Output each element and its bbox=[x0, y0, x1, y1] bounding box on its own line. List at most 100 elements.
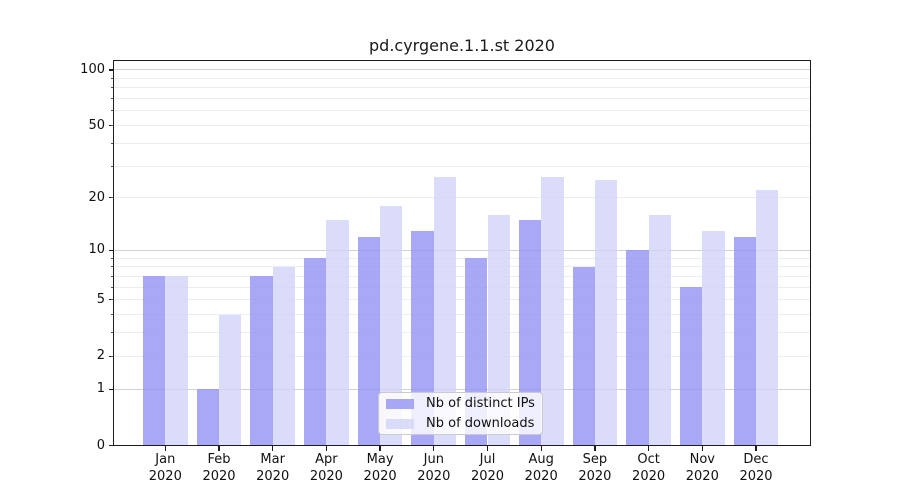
bar-distinct-ips-aug bbox=[518, 219, 542, 446]
bar-downloads-oct bbox=[648, 214, 671, 446]
legend-swatch-downloads bbox=[386, 418, 414, 429]
xtick-aug bbox=[540, 446, 542, 451]
xtick-label-mar: Mar 2020 bbox=[245, 452, 301, 485]
bar-distinct-ips-sep bbox=[572, 266, 595, 446]
xtick-label-jul: Jul 2020 bbox=[460, 452, 516, 485]
ytick-label-2: 2 bbox=[96, 348, 105, 364]
gridline-minor-3 bbox=[114, 332, 810, 334]
bar-distinct-ips-mar bbox=[250, 276, 273, 446]
ytick-10 bbox=[108, 249, 114, 252]
gridline-minor-20 bbox=[114, 197, 810, 199]
xtick-label-apr: Apr 2020 bbox=[298, 452, 354, 485]
bar-distinct-ips-jun bbox=[411, 230, 434, 446]
xtick-label-year-dec: 2020 bbox=[739, 468, 773, 484]
legend-item-distinct-ips: Nb of distinct IPs bbox=[386, 394, 542, 414]
ytick-minor-40 bbox=[110, 142, 114, 144]
xtick-jun bbox=[433, 446, 435, 451]
bar-distinct-ips-apr bbox=[304, 258, 327, 446]
gridline-minor-40 bbox=[114, 142, 810, 144]
xtick-label-year-sep: 2020 bbox=[578, 468, 612, 484]
gridline-minor-50 bbox=[114, 125, 810, 127]
bar-downloads-dec bbox=[756, 190, 779, 446]
xtick-label-sep: Sep 2020 bbox=[567, 452, 623, 485]
gridline-minor-90 bbox=[114, 77, 810, 79]
xtick-jan bbox=[164, 446, 166, 451]
legend-label-distinct-ips: Nb of distinct IPs bbox=[426, 396, 535, 411]
bar-downloads-jan bbox=[165, 276, 188, 446]
bar-downloads-aug bbox=[541, 177, 564, 446]
xtick-label-year-feb: 2020 bbox=[202, 468, 236, 484]
xtick-sep bbox=[594, 446, 596, 451]
gridline-minor-4 bbox=[114, 314, 810, 316]
xtick-mar bbox=[272, 446, 274, 451]
gridline-major-1 bbox=[114, 388, 810, 390]
xtick-label-oct: Oct 2020 bbox=[621, 452, 677, 485]
gridline-major-10 bbox=[114, 249, 810, 251]
gridline-minor-7 bbox=[114, 275, 810, 277]
xtick-label-may: May 2020 bbox=[352, 452, 408, 485]
ytick-label-100: 100 bbox=[80, 61, 105, 77]
xtick-label-month-jul: Jul bbox=[479, 452, 496, 467]
xtick-label-month-aug: Aug bbox=[528, 452, 554, 467]
ytick-minor-4 bbox=[110, 314, 114, 316]
ytick-label-5: 5 bbox=[96, 291, 105, 307]
gridline-minor-70 bbox=[114, 98, 810, 100]
xtick-label-month-feb: Feb bbox=[207, 452, 231, 467]
ytick-minor-80 bbox=[110, 87, 114, 89]
xtick-feb bbox=[218, 446, 220, 451]
ytick-0 bbox=[108, 445, 114, 447]
xtick-label-month-dec: Dec bbox=[743, 452, 769, 467]
ytick-minor-2 bbox=[110, 355, 114, 357]
xtick-may bbox=[379, 446, 381, 451]
bar-distinct-ips-dec bbox=[733, 236, 756, 446]
xtick-label-feb: Feb 2020 bbox=[191, 452, 247, 485]
xtick-label-year-apr: 2020 bbox=[309, 468, 343, 484]
bar-downloads-apr bbox=[326, 219, 349, 446]
gridline-minor-5 bbox=[114, 299, 810, 301]
xtick-nov bbox=[701, 446, 703, 451]
bar-distinct-ips-may bbox=[357, 236, 381, 446]
legend: Nb of distinct IPs Nb of downloads bbox=[378, 392, 543, 435]
xtick-label-year-jan: 2020 bbox=[148, 468, 182, 484]
ytick-label-10: 10 bbox=[88, 242, 105, 258]
ytick-minor-30 bbox=[110, 165, 114, 167]
bar-downloads-mar bbox=[272, 266, 296, 446]
xtick-label-year-jul: 2020 bbox=[470, 468, 505, 484]
xtick-jul bbox=[486, 446, 489, 451]
xtick-dec bbox=[755, 446, 757, 451]
ytick-1 bbox=[108, 388, 114, 390]
xtick-label-year-aug: 2020 bbox=[524, 468, 558, 484]
ytick-minor-8 bbox=[110, 266, 114, 268]
ytick-minor-50 bbox=[110, 125, 114, 127]
xtick-label-year-nov: 2020 bbox=[685, 468, 719, 484]
bar-downloads-may bbox=[380, 205, 403, 446]
ytick-minor-5 bbox=[110, 299, 114, 301]
bar-downloads-feb bbox=[219, 314, 242, 446]
xtick-label-year-jun: 2020 bbox=[417, 468, 451, 484]
bar-downloads-sep bbox=[594, 180, 618, 446]
legend-label-downloads: Nb of downloads bbox=[426, 416, 535, 431]
gridline-major-100 bbox=[114, 69, 810, 71]
gridline-minor-60 bbox=[114, 110, 810, 112]
ytick-minor-9 bbox=[110, 257, 114, 259]
ytick-minor-7 bbox=[110, 275, 114, 277]
xtick-label-month-mar: Mar bbox=[260, 452, 285, 467]
xtick-apr bbox=[325, 446, 328, 451]
ytick-minor-60 bbox=[110, 110, 114, 112]
xtick-label-month-jan: Jan bbox=[155, 452, 176, 467]
ytick-minor-90 bbox=[110, 77, 114, 79]
xtick-label-year-mar: 2020 bbox=[256, 468, 290, 484]
ytick-label-0: 0 bbox=[96, 437, 105, 453]
legend-swatch-distinct-ips bbox=[386, 398, 414, 409]
xtick-label-month-sep: Sep bbox=[582, 452, 608, 467]
gridline-minor-9 bbox=[114, 257, 810, 259]
xtick-label-dec: Dec 2020 bbox=[728, 452, 784, 485]
ytick-minor-3 bbox=[110, 332, 114, 334]
xtick-label-month-nov: Nov bbox=[689, 452, 715, 467]
bar-distinct-ips-oct bbox=[626, 250, 649, 446]
legend-item-downloads: Nb of downloads bbox=[386, 414, 542, 434]
xtick-label-jun: Jun 2020 bbox=[406, 452, 462, 485]
xtick-label-month-oct: Oct bbox=[637, 452, 660, 467]
bar-downloads-jun bbox=[433, 177, 457, 446]
